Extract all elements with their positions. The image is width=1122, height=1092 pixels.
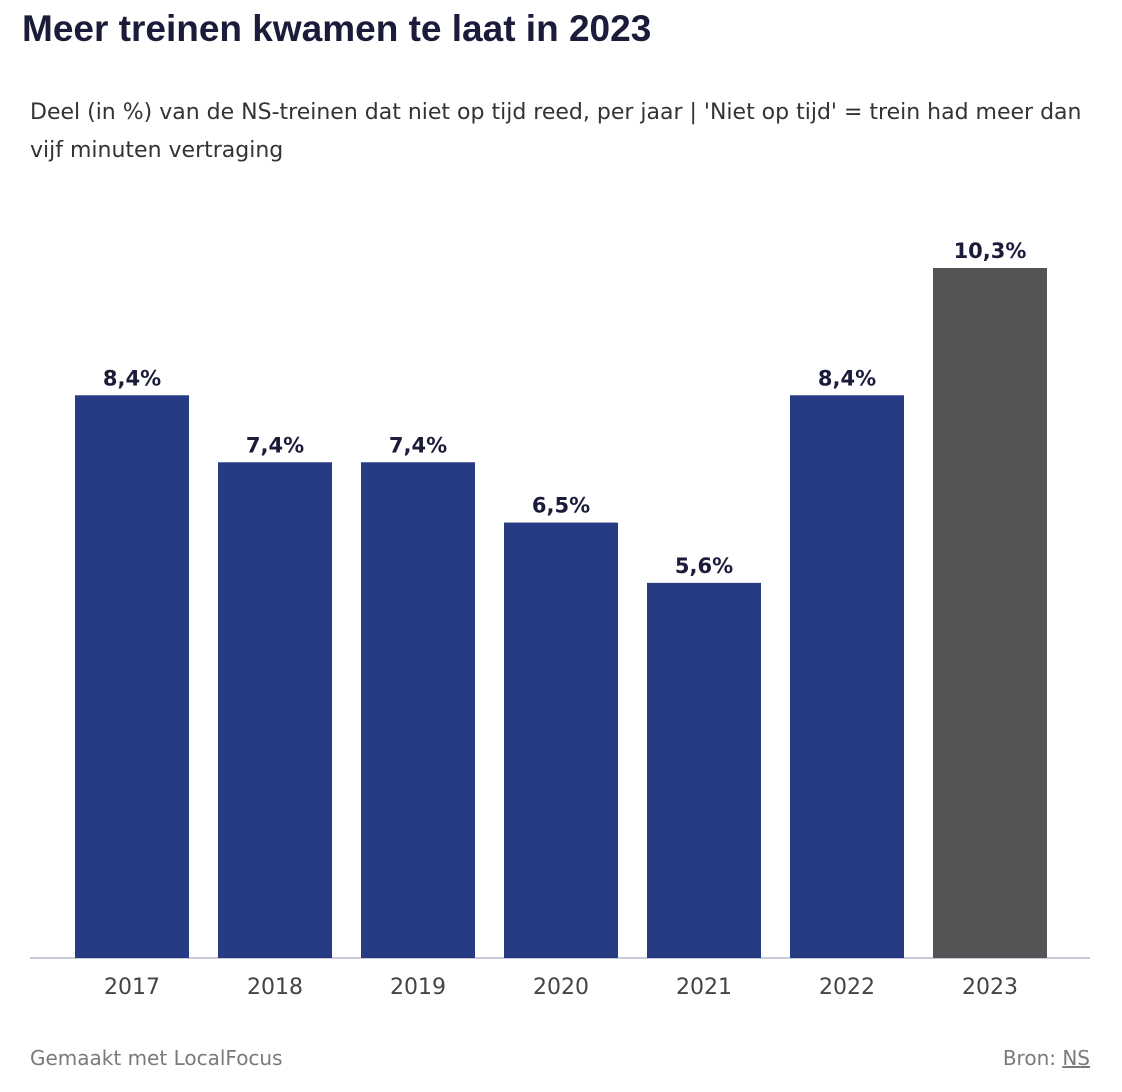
bar [361,462,475,958]
bar [647,582,761,958]
bar [218,462,332,958]
value-label: 8,4% [818,366,876,390]
footer: Gemaakt met LocalFocus [30,1046,283,1070]
x-tick-label: 2021 [676,975,732,1000]
x-tick-label: 2023 [962,975,1018,1000]
value-label: 7,4% [389,433,447,457]
bar [75,395,189,958]
bar [504,522,618,958]
bar [933,268,1047,958]
x-tick-label: 2018 [247,975,303,1000]
value-label: 5,6% [675,554,733,578]
x-tick-label: 2022 [819,975,875,1000]
x-tick-label: 2020 [533,975,589,1000]
x-tick-label: 2017 [104,975,160,1000]
chart-subtitle: Deel (in %) van de NS-treinen dat niet o… [30,100,1082,163]
bar [790,395,904,958]
value-label: 10,3% [954,239,1027,263]
source: Bron: NS [1003,1046,1090,1070]
x-tick-label: 2019 [390,975,446,1000]
source-label: Bron: [1002,1046,1056,1070]
value-label: 7,4% [246,433,304,457]
source-link[interactable]: NS [1062,1046,1090,1070]
value-label: 8,4% [103,366,161,390]
value-label: 6,5% [532,494,590,518]
chart-title: Meer treinen kwamen te laat in 2023 [22,8,652,49]
